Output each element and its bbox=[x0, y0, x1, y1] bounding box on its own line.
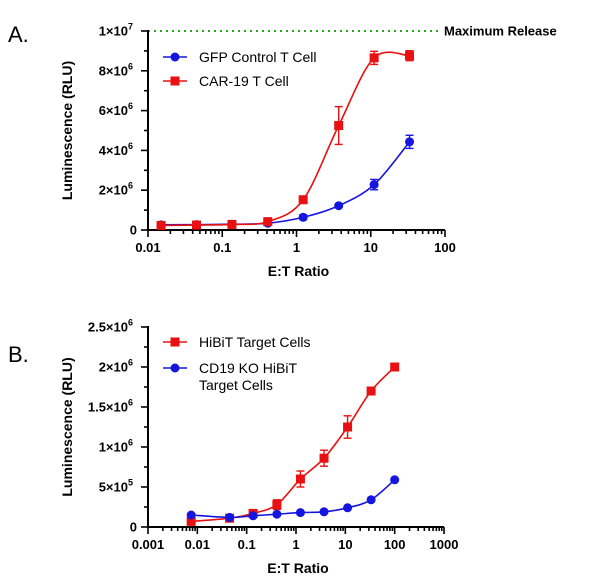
chart-panel-b: B. 0.001 0.01 0.1 1 10 100 1000 0 5×105 1×106 1.5×1… bbox=[8, 318, 458, 577]
data-point bbox=[272, 500, 282, 510]
series-car-19-t-cell bbox=[156, 50, 415, 230]
data-point bbox=[369, 53, 379, 63]
x-tick-label: 0.001 bbox=[132, 537, 165, 552]
y-tick-exponent: 6 bbox=[128, 318, 133, 328]
y-tick-exponent: 5 bbox=[128, 478, 133, 488]
data-point bbox=[295, 474, 305, 484]
x-tick-label: 10 bbox=[338, 537, 352, 552]
legend-label: CD19 KO HiBiT bbox=[199, 360, 297, 376]
legend-marker bbox=[170, 52, 180, 62]
legend-marker bbox=[170, 337, 180, 347]
legend-item: CAR-19 T Cell bbox=[163, 73, 289, 89]
data-point bbox=[186, 516, 196, 526]
y-tick-label: 1×107 bbox=[99, 22, 133, 39]
x-tick-label: 100 bbox=[434, 240, 456, 255]
x-axis-title: E:T Ratio bbox=[268, 263, 329, 279]
data-point bbox=[319, 453, 329, 463]
panel-letter: B. bbox=[8, 342, 29, 367]
legend-label: HiBiT Target Cells bbox=[199, 334, 311, 350]
data-point bbox=[405, 137, 415, 147]
x-tick-label: 0.1 bbox=[238, 537, 256, 552]
legend-item: GFP Control T Cell bbox=[163, 49, 317, 65]
x-tick-label: 0.1 bbox=[213, 240, 231, 255]
data-point bbox=[156, 220, 166, 230]
data-point bbox=[319, 507, 329, 517]
legend-item: HiBiT Target Cells bbox=[163, 334, 311, 350]
legend-label: GFP Control T Cell bbox=[199, 49, 317, 65]
x-tick-label: 100 bbox=[384, 537, 406, 552]
x-axis-title: E:T Ratio bbox=[267, 560, 328, 576]
y-tick-label: 0 bbox=[130, 520, 137, 535]
data-point bbox=[343, 503, 353, 513]
y-tick-exponent: 7 bbox=[128, 22, 133, 32]
panel-letter: A. bbox=[8, 22, 29, 47]
y-tick-exponent: 6 bbox=[128, 181, 133, 191]
chart-panel-a: A. Maximum Release 0.01 0.1 1 10 100 0 2×106 4×10… bbox=[8, 22, 557, 280]
data-point bbox=[334, 201, 344, 211]
data-point bbox=[390, 475, 400, 485]
fit-curve bbox=[191, 479, 396, 519]
data-point bbox=[225, 512, 235, 522]
y-tick-label: 2×106 bbox=[99, 181, 133, 198]
legend-label: Target Cells bbox=[199, 377, 273, 393]
data-point bbox=[366, 386, 376, 396]
data-point bbox=[272, 509, 282, 519]
series-cd19-ko-hibit-target-cells bbox=[186, 475, 400, 522]
y-tick-label: 6×106 bbox=[99, 101, 133, 118]
x-tick-label: 10 bbox=[364, 240, 378, 255]
data-point bbox=[192, 220, 202, 230]
data-point bbox=[366, 495, 376, 505]
y-tick-exponent: 6 bbox=[128, 61, 133, 71]
data-point bbox=[405, 51, 415, 61]
y-tick-label: 8×106 bbox=[99, 61, 133, 78]
y-tick-exponent: 6 bbox=[128, 438, 133, 448]
y-tick-label: 0 bbox=[130, 223, 137, 238]
y-tick-exponent: 6 bbox=[128, 141, 133, 151]
y-tick-label: 2.5×106 bbox=[88, 318, 133, 335]
y-tick-exponent: 6 bbox=[128, 398, 133, 408]
y-tick-exponent: 6 bbox=[128, 101, 133, 111]
x-tick-label: 0.01 bbox=[135, 240, 160, 255]
x-tick-label: 1 bbox=[293, 240, 300, 255]
data-point bbox=[295, 508, 305, 518]
y-tick-label: 1.5×106 bbox=[88, 398, 133, 415]
y-axis-title: Luminescence (RLU) bbox=[59, 357, 75, 496]
data-point bbox=[263, 217, 273, 227]
fit-curve bbox=[161, 51, 410, 227]
maximum-release-label: Maximum Release bbox=[444, 24, 557, 39]
data-point bbox=[186, 510, 196, 520]
y-tick-exponent: 6 bbox=[128, 358, 133, 368]
data-point bbox=[390, 362, 400, 372]
y-tick-label: 5×105 bbox=[99, 478, 133, 495]
x-tick-label: 0.01 bbox=[185, 537, 210, 552]
data-point bbox=[298, 195, 308, 205]
legend-marker bbox=[170, 363, 180, 373]
data-point bbox=[298, 212, 308, 222]
y-tick-label: 4×106 bbox=[99, 141, 133, 158]
y-axis-title: Luminescence (RLU) bbox=[59, 61, 75, 200]
data-point bbox=[369, 180, 379, 190]
x-tick-label: 1 bbox=[292, 537, 299, 552]
y-tick-label: 2×106 bbox=[99, 358, 133, 375]
legend-label: CAR-19 T Cell bbox=[199, 73, 289, 89]
x-tick-label: 1000 bbox=[430, 537, 459, 552]
data-point bbox=[227, 219, 237, 229]
y-tick-label: 1×106 bbox=[99, 438, 133, 455]
data-point bbox=[334, 121, 344, 131]
data-point bbox=[248, 511, 258, 521]
legend-marker bbox=[170, 76, 180, 86]
data-point bbox=[343, 422, 353, 432]
